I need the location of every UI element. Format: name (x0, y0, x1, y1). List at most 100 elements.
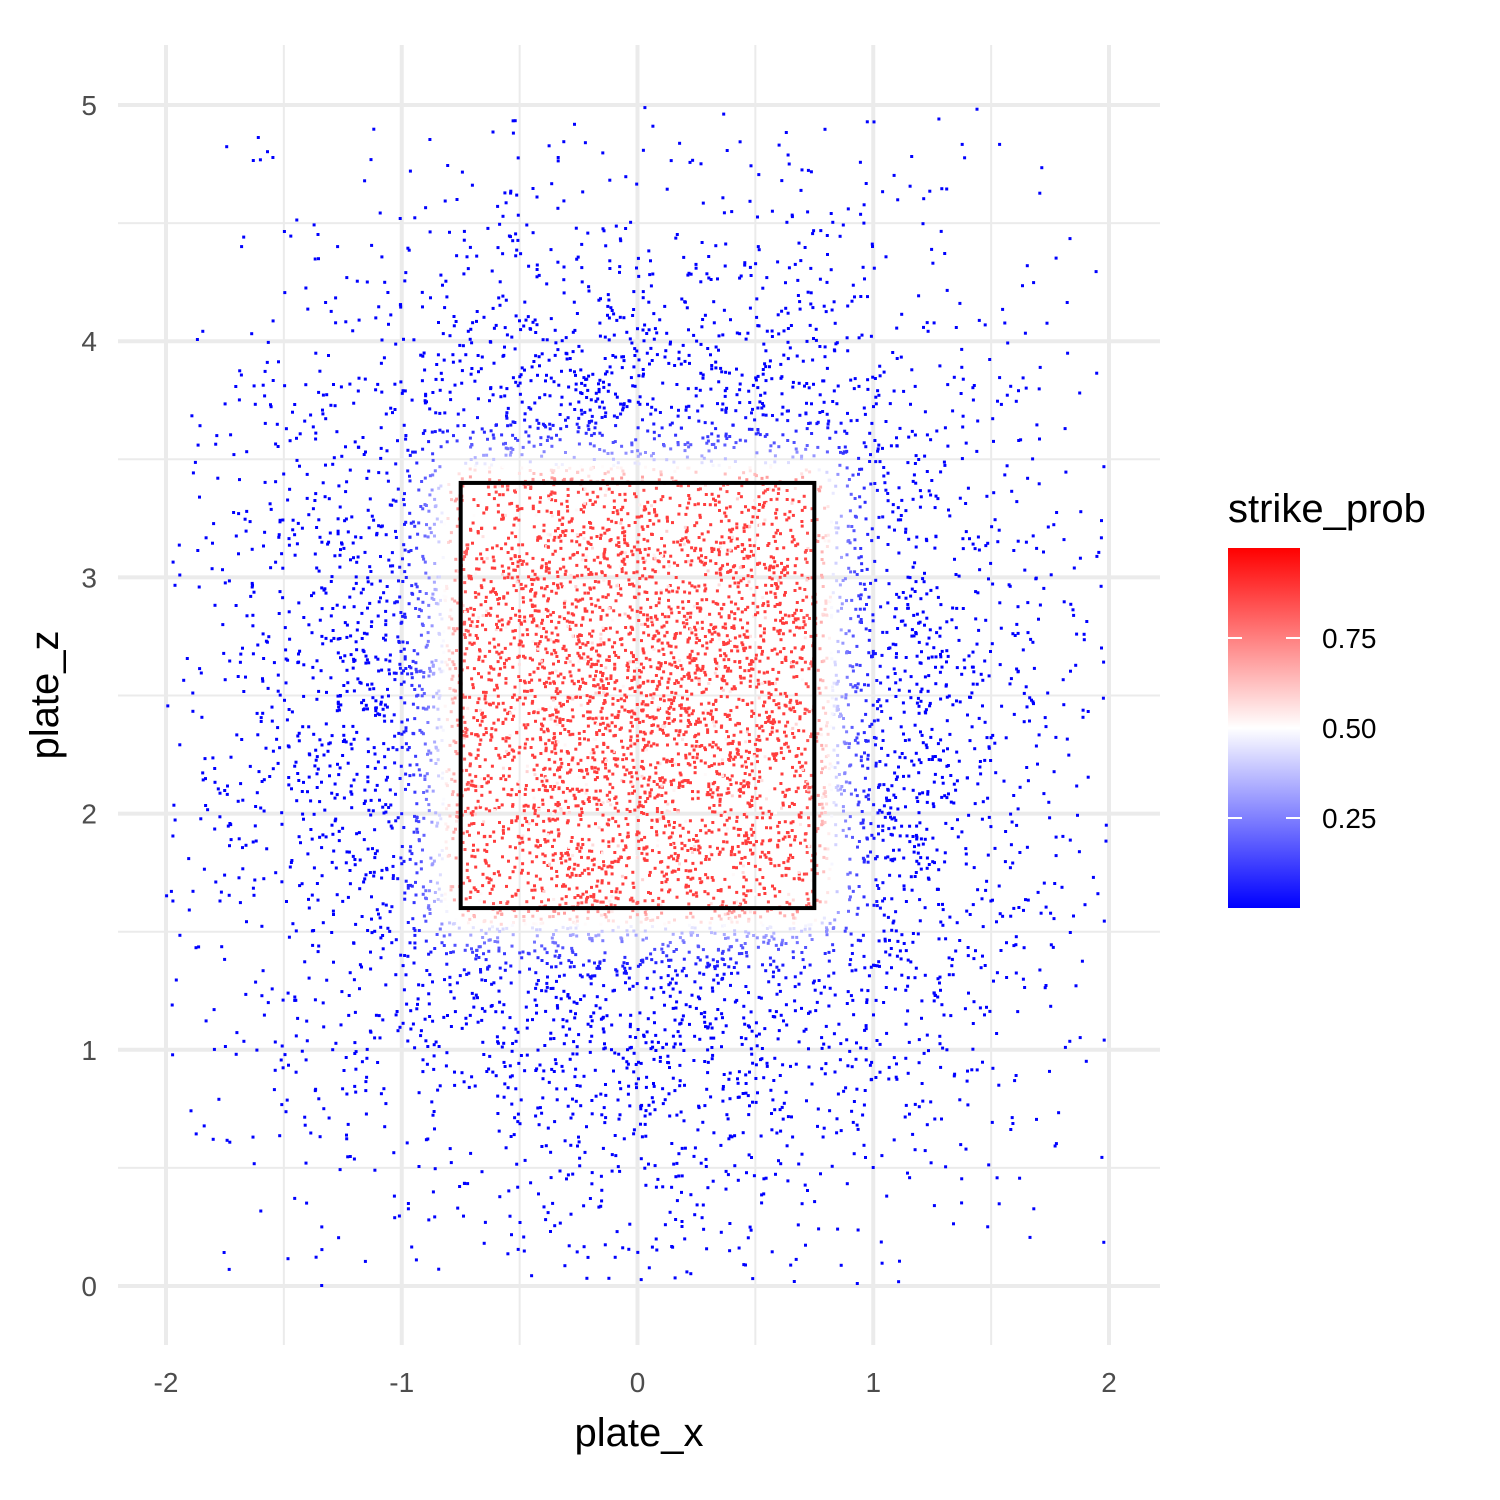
pitch-point (372, 127, 376, 131)
pitch-point (820, 1046, 824, 1050)
pitch-point (631, 899, 635, 903)
pitch-point (648, 519, 652, 522)
pitch-point (581, 843, 585, 846)
pitch-point (552, 491, 556, 495)
pitch-point (667, 856, 671, 860)
pitch-point (1012, 794, 1016, 797)
pitch-point (608, 267, 612, 270)
pitch-point (369, 798, 373, 802)
pitch-point (938, 975, 942, 979)
pitch-point (579, 703, 583, 707)
pitch-point (392, 1194, 396, 1198)
pitch-point (770, 577, 774, 581)
pitch-point (963, 156, 967, 160)
pitch-point (388, 503, 392, 507)
pitch-point (757, 173, 761, 177)
pitch-point (527, 712, 531, 715)
pitch-point (531, 737, 535, 741)
pitch-point (480, 1018, 484, 1022)
pitch-point (539, 496, 542, 500)
pitch-point (937, 868, 941, 872)
pitch-point (566, 487, 570, 491)
pitch-point (747, 965, 751, 969)
pitch-point (572, 575, 576, 579)
pitch-point (650, 575, 654, 579)
pitch-point (586, 641, 590, 644)
pitch-point (652, 742, 656, 746)
pitch-point (783, 613, 787, 617)
pitch-point (630, 443, 634, 447)
pitch-point (463, 652, 467, 656)
pitch-point (768, 1009, 772, 1013)
pitch-point (462, 229, 466, 233)
pitch-point (650, 724, 654, 727)
pitch-point (475, 254, 479, 258)
pitch-point (482, 453, 486, 457)
pitch-point (1028, 719, 1031, 723)
pitch-point (524, 1005, 528, 1009)
pitch-point (559, 615, 563, 619)
pitch-point (607, 1276, 611, 1280)
pitch-point (449, 710, 453, 714)
pitch-point (733, 660, 737, 664)
pitch-point (728, 505, 732, 509)
pitch-point (838, 583, 842, 587)
pitch-point (838, 463, 842, 467)
pitch-point (607, 840, 611, 844)
pitch-point (734, 409, 738, 413)
pitch-point (810, 507, 814, 511)
pitch-point (765, 475, 769, 479)
pitch-point (628, 771, 631, 775)
pitch-point (758, 400, 762, 404)
pitch-point (592, 857, 596, 861)
pitch-point (932, 321, 936, 325)
pitch-point (775, 603, 779, 606)
pitch-point (369, 625, 373, 628)
pitch-point (407, 550, 411, 554)
pitch-point (1037, 387, 1041, 391)
pitch-point (649, 1047, 653, 1051)
pitch-point (625, 542, 629, 546)
pitch-point (866, 683, 870, 687)
pitch-point (592, 678, 596, 682)
pitch-point (514, 914, 518, 918)
pitch-point (663, 725, 667, 728)
pitch-point (445, 718, 449, 722)
pitch-point (406, 884, 410, 887)
pitch-point (630, 686, 634, 690)
pitch-point (635, 609, 639, 613)
pitch-point (604, 372, 607, 376)
pitch-point (1100, 646, 1103, 650)
pitch-point (542, 819, 546, 823)
pitch-point (749, 827, 753, 831)
pitch-point (1094, 270, 1098, 274)
pitch-point (781, 938, 785, 942)
pitch-point (433, 740, 437, 744)
pitch-point (460, 381, 464, 385)
pitch-point (471, 683, 475, 687)
pitch-point (531, 507, 535, 511)
pitch-point (586, 662, 590, 666)
pitch-point (613, 859, 617, 863)
pitch-point (902, 774, 905, 778)
pitch-point (720, 758, 724, 762)
pitch-point (896, 939, 900, 943)
pitch-point (345, 480, 349, 484)
pitch-point (650, 1245, 654, 1249)
pitch-point (929, 1100, 933, 1104)
pitch-point (1044, 725, 1048, 729)
pitch-point (816, 445, 820, 449)
pitch-point (546, 1126, 550, 1130)
pitch-point (340, 990, 344, 994)
pitch-point (625, 835, 629, 839)
pitch-point (498, 1000, 502, 1004)
pitch-point (717, 612, 721, 616)
pitch-point (488, 641, 492, 645)
pitch-point (449, 888, 453, 892)
pitch-point (492, 872, 496, 876)
pitch-point (322, 753, 326, 757)
pitch-point (981, 954, 984, 958)
pitch-point (815, 518, 819, 522)
pitch-point (757, 713, 761, 717)
pitch-point (967, 991, 970, 995)
